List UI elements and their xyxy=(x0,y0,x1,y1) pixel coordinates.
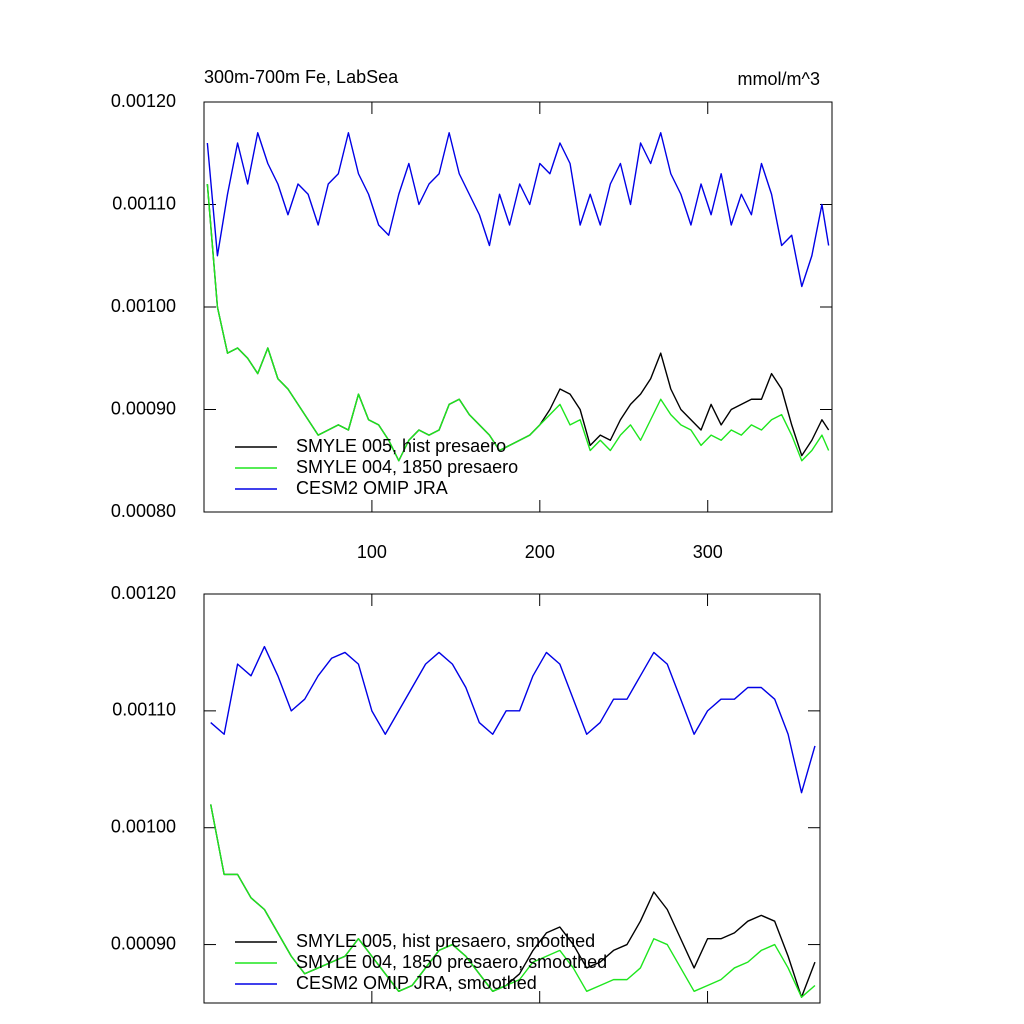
y-tick-label: 0.00110 xyxy=(112,193,176,213)
chart-title: 300m-700m Fe, LabSea xyxy=(204,67,399,87)
legend-label: SMYLE 004, 1850 presaero, smoothed xyxy=(296,952,607,972)
y-tick-label: 0.00080 xyxy=(111,501,176,521)
y-tick-label: 0.00090 xyxy=(111,933,176,953)
x-tick-label: 300 xyxy=(693,542,723,562)
y-tick-label: 0.00100 xyxy=(111,296,176,316)
plot-frame xyxy=(203,101,833,513)
x-tick-label: 200 xyxy=(525,542,555,562)
legend-label: SMYLE 005, hist presaero, smoothed xyxy=(296,931,595,951)
y-tick-label: 0.00120 xyxy=(111,583,176,603)
series-line xyxy=(210,645,816,794)
series-line xyxy=(206,183,830,462)
y-tick-label: 0.00120 xyxy=(111,91,176,111)
y-tick-label: 0.00110 xyxy=(112,700,176,720)
legend-label: SMYLE 004, 1850 presaero xyxy=(296,457,518,477)
y-tick-label: 0.00090 xyxy=(111,398,176,418)
series-line xyxy=(206,132,830,288)
plot-frame xyxy=(203,593,821,1004)
x-tick-label: 100 xyxy=(357,542,387,562)
legend-label: CESM2 OMIP JRA xyxy=(296,478,448,498)
y-tick-label: 0.00100 xyxy=(111,816,176,836)
series-line xyxy=(210,804,816,998)
legend-label: SMYLE 005, hist presaero xyxy=(296,436,506,456)
units-label: mmol/m^3 xyxy=(738,69,820,89)
legend-label: CESM2 OMIP JRA, smoothed xyxy=(296,973,537,993)
